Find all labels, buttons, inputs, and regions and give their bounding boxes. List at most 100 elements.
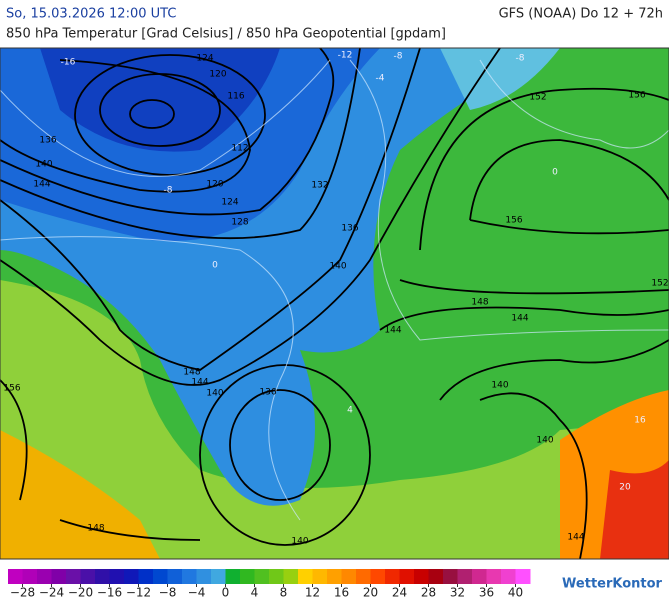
geopotential-label: 156 [628, 91, 645, 101]
legend-swatch [124, 569, 139, 584]
legend-swatch [341, 569, 357, 584]
legend-tick-label: −28 [10, 586, 35, 600]
geopotential-label: 156 [3, 384, 20, 394]
temperature-label: -8 [394, 52, 403, 62]
legend-swatch [443, 569, 458, 584]
legend-tick-label: 12 [305, 586, 320, 600]
geopotential-contours [0, 48, 669, 559]
geopotential-label: 152 [529, 93, 546, 103]
geopotential-label: 144 [511, 314, 528, 324]
legend-swatch [109, 569, 125, 584]
legend-swatch [22, 569, 38, 584]
legend-swatch [356, 569, 371, 584]
hot-zone [600, 460, 669, 559]
geopotential-label: 140 [35, 160, 52, 170]
header-right: GFS (NOAA) Do 12 + 72h [499, 7, 663, 22]
warm-zone [0, 280, 669, 559]
geopotential-label: 148 [87, 524, 104, 534]
geopotential-label: 136 [39, 136, 56, 146]
legend-swatch [385, 569, 400, 584]
legend-swatch [51, 569, 67, 584]
legend-swatch [254, 569, 270, 584]
temperature-label: -8 [164, 186, 173, 196]
geopotential-label: 140 [329, 262, 346, 272]
legend-swatch [80, 569, 96, 584]
temperature-label: 0 [552, 168, 558, 178]
warm-zone [0, 430, 160, 559]
legend-tick-label: −24 [39, 586, 64, 600]
geopotential-label: 152 [651, 279, 668, 289]
legend-swatch [167, 569, 183, 584]
legend-swatch [138, 569, 154, 584]
legend-swatch [501, 569, 516, 584]
legend-tick-label: −12 [126, 586, 151, 600]
geopotential-label: 132 [311, 181, 328, 191]
geopotential-label: 120 [206, 180, 223, 190]
temperature-label: 16 [634, 416, 646, 426]
legend-tick-label: 32 [450, 586, 465, 600]
geopotential-label: 124 [221, 198, 238, 208]
legend-tick-label: −4 [188, 586, 206, 600]
legend-swatch [182, 569, 197, 584]
geopotential-label: 144 [567, 533, 584, 543]
legend-tick-label: 24 [392, 586, 407, 600]
temperature-label: -4 [376, 74, 385, 84]
legend-tick-label: 36 [479, 586, 494, 600]
legend-swatch [472, 569, 487, 584]
legend-swatch [95, 569, 110, 584]
legend-tick-label: 0 [222, 586, 230, 600]
legend-swatch [269, 569, 284, 584]
geopotential-label: 136 [259, 388, 276, 398]
legend-swatch [370, 569, 386, 584]
contour-labels: 1241201161121201241281321361401361401441… [3, 51, 668, 547]
temperature-label: 0 [212, 261, 218, 271]
header-left: So, 15.03.2026 12:00 UTC [6, 7, 176, 22]
geopotential-label: 128 [231, 218, 248, 228]
temperature-label: 4 [347, 406, 353, 416]
legend-swatch [486, 569, 502, 584]
geopotential-label: 148 [183, 368, 200, 378]
legend-tick-label: −20 [68, 586, 93, 600]
geopotential-label: 148 [471, 298, 488, 308]
geopotential-label: 144 [33, 180, 50, 190]
geopotential-label: 120 [209, 70, 226, 80]
map: 1241201161121201241281321361401361401441… [0, 48, 669, 559]
geopotential-label: 140 [291, 537, 308, 547]
legend-swatch [312, 569, 328, 584]
temperature-label: -12 [338, 51, 353, 61]
legend-swatch [298, 569, 313, 584]
temperature-label: -8 [516, 54, 525, 64]
geopotential-label: 112 [231, 144, 248, 154]
temperature-label: -16 [61, 58, 76, 68]
legend-swatch [327, 569, 342, 584]
legend-tick-label: 16 [334, 586, 349, 600]
color-legend: −28 −24 −20 −16 −12 −8 −4 0 4 8 12 16 20 24 28 32 36 40 [8, 569, 531, 600]
legend-tick-label: 8 [280, 586, 288, 600]
geopotential-label: 144 [384, 326, 401, 336]
geopotential-label: 156 [505, 216, 522, 226]
legend-tick-label: 40 [508, 586, 523, 600]
cool-zone [440, 48, 560, 110]
geopotential-label: 140 [206, 389, 223, 399]
legend-swatch [399, 569, 415, 584]
legend-tick-label: 28 [421, 586, 436, 600]
legend-swatch [515, 569, 531, 584]
temperature-label: 20 [619, 483, 631, 493]
legend-swatch [225, 569, 241, 584]
geopotential-label: 140 [491, 381, 508, 391]
brand-logo: WetterKontor [562, 577, 663, 592]
legend-tick-label: −8 [159, 586, 177, 600]
geopotential-label: 116 [227, 92, 244, 102]
legend-swatch [153, 569, 168, 584]
legend-tick-label: −16 [97, 586, 122, 600]
legend-swatch [240, 569, 255, 584]
legend-swatch [414, 569, 429, 584]
legend-swatch [196, 569, 212, 584]
geopotential-label: 144 [191, 378, 208, 388]
legend-swatch [428, 569, 444, 584]
legend-swatch [37, 569, 52, 584]
legend-swatch [283, 569, 299, 584]
legend-swatch [211, 569, 226, 584]
geopotential-label: 124 [196, 54, 213, 64]
